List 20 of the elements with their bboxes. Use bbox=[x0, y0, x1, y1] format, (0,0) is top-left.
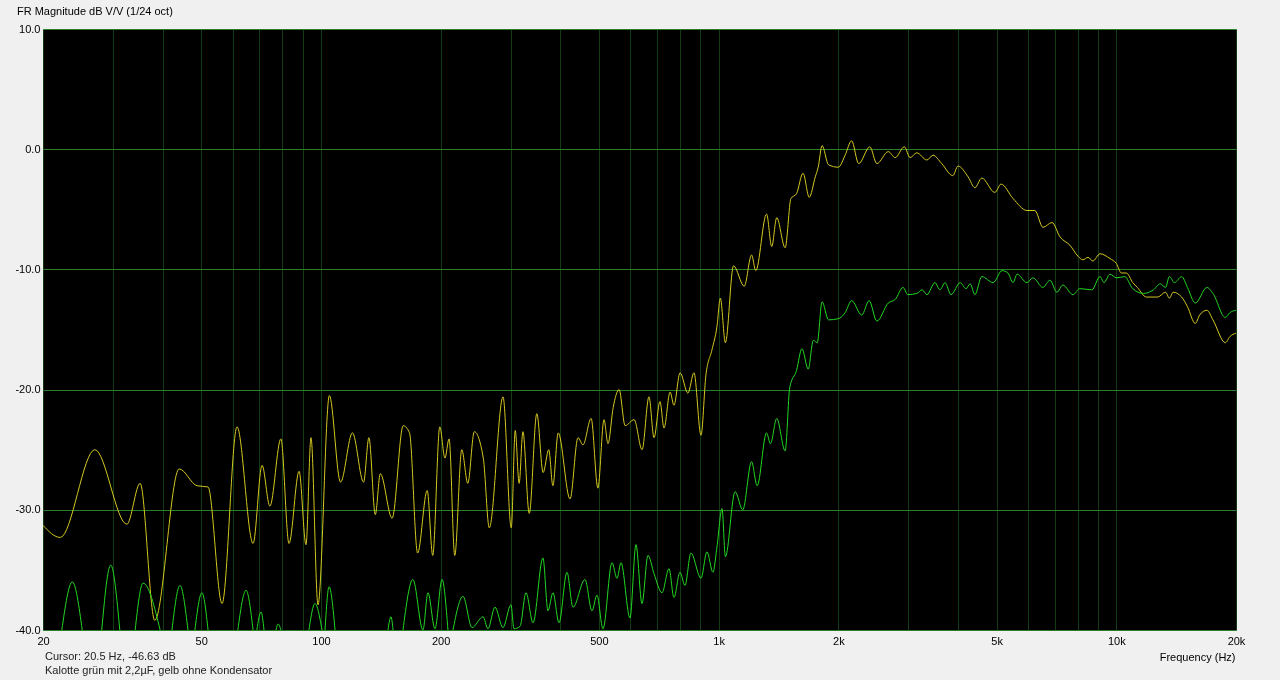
x-tick-label: 5k bbox=[991, 634, 1004, 647]
x-tick-label: 10k bbox=[1107, 634, 1127, 647]
x-tick-label: 100 bbox=[312, 634, 331, 647]
chart-title: FR Magnitude dB V/V (1/24 oct) bbox=[16, 5, 173, 17]
y-tick-label: -10.0 bbox=[15, 262, 41, 275]
x-tick-label: 2k bbox=[833, 634, 846, 647]
x-tick-label: 1k bbox=[713, 634, 726, 647]
text: Cursor: 20.5 Hz, -46.63 dB bbox=[45, 650, 176, 662]
x-tick-label: 50 bbox=[195, 634, 208, 647]
x-axis-title: Frequency (Hz) bbox=[1159, 650, 1236, 663]
x-tick-label: 500 bbox=[590, 634, 609, 647]
x-tick-label: 20k bbox=[1227, 634, 1246, 647]
y-tick-label: 10.0 bbox=[19, 22, 41, 35]
x-tick-label: 200 bbox=[431, 634, 451, 647]
y-tick-label: 0.0 bbox=[25, 142, 41, 155]
y-tick-label: -40.0 bbox=[15, 623, 41, 636]
y-tick-label: -30.0 bbox=[15, 503, 41, 516]
x-tick-label: 20 bbox=[37, 634, 50, 647]
text: Kalotte grün mit 2,2µF, gelb ohne Kondensator bbox=[45, 664, 273, 676]
y-tick-label: -20.0 bbox=[15, 383, 41, 396]
